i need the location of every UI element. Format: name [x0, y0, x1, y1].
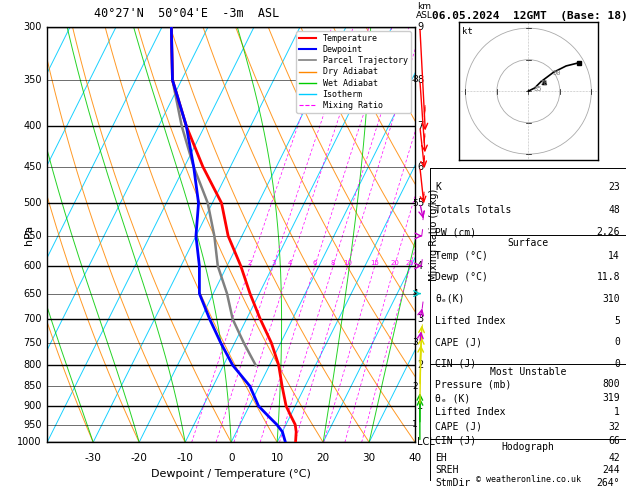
- Text: 4: 4: [417, 261, 423, 271]
- Text: SREH: SREH: [435, 466, 459, 475]
- Text: 450: 450: [23, 162, 42, 172]
- Text: 50: 50: [552, 70, 560, 76]
- Text: km
ASL: km ASL: [416, 2, 433, 20]
- Text: PW (cm): PW (cm): [435, 227, 477, 237]
- Text: 9: 9: [417, 22, 423, 32]
- Text: θₑ (K): θₑ (K): [435, 393, 470, 403]
- Text: -30: -30: [85, 452, 102, 463]
- Text: 48: 48: [608, 205, 620, 214]
- Text: Mixing Ratio (g/kg): Mixing Ratio (g/kg): [429, 189, 439, 280]
- Text: 10: 10: [270, 452, 284, 463]
- Text: 14: 14: [608, 251, 620, 261]
- Text: 400: 400: [23, 121, 42, 131]
- Text: 264°: 264°: [596, 478, 620, 486]
- Text: 300: 300: [23, 22, 42, 32]
- Text: 0: 0: [614, 337, 620, 347]
- Text: 600: 600: [23, 261, 42, 271]
- Text: 3: 3: [417, 314, 423, 324]
- Text: Dewp (°C): Dewp (°C): [435, 272, 488, 282]
- Text: 6: 6: [417, 162, 423, 172]
- Text: hPa: hPa: [24, 225, 34, 244]
- Text: Hodograph: Hodograph: [501, 442, 554, 452]
- Text: CIN (J): CIN (J): [435, 359, 477, 369]
- Text: 800: 800: [603, 379, 620, 389]
- Text: 1000: 1000: [17, 437, 42, 447]
- Text: 0: 0: [614, 359, 620, 369]
- Text: -20: -20: [131, 452, 148, 463]
- Text: 350: 350: [23, 75, 42, 85]
- Text: Pressure (mb): Pressure (mb): [435, 379, 512, 389]
- Text: 23: 23: [608, 182, 620, 192]
- Text: CIN (J): CIN (J): [435, 435, 477, 446]
- Text: 900: 900: [23, 401, 42, 411]
- Text: 750: 750: [23, 338, 42, 348]
- Text: 2: 2: [417, 360, 423, 370]
- Text: EH: EH: [435, 453, 447, 463]
- Text: 2: 2: [413, 382, 418, 391]
- Text: Dewpoint / Temperature (°C): Dewpoint / Temperature (°C): [151, 469, 311, 479]
- Text: 310: 310: [603, 294, 620, 304]
- Text: 650: 650: [23, 289, 42, 298]
- Text: © weatheronline.co.uk: © weatheronline.co.uk: [476, 474, 581, 484]
- Text: 244: 244: [603, 466, 620, 475]
- Text: 8: 8: [412, 75, 418, 85]
- Text: 800: 800: [23, 360, 42, 370]
- Text: LCL: LCL: [417, 437, 435, 447]
- Text: 40°27'N  50°04'E  -3m  ASL: 40°27'N 50°04'E -3m ASL: [94, 7, 280, 20]
- Legend: Temperature, Dewpoint, Parcel Trajectory, Dry Adiabat, Wet Adiabat, Isotherm, Mi: Temperature, Dewpoint, Parcel Trajectory…: [296, 31, 411, 113]
- Text: 5: 5: [614, 315, 620, 326]
- Text: K: K: [435, 182, 442, 192]
- Text: 2: 2: [248, 260, 252, 266]
- Text: 7: 7: [417, 121, 423, 131]
- Text: CAPE (J): CAPE (J): [435, 421, 482, 432]
- Text: 15: 15: [370, 260, 379, 266]
- Text: Lifted Index: Lifted Index: [435, 407, 506, 417]
- Text: 500: 500: [23, 198, 42, 208]
- Text: 8: 8: [331, 260, 335, 266]
- Text: 3: 3: [271, 260, 276, 266]
- Text: θₑ(K): θₑ(K): [435, 294, 465, 304]
- Text: StmDir: StmDir: [435, 478, 470, 486]
- Text: 850: 850: [23, 381, 42, 391]
- Text: Surface: Surface: [507, 238, 548, 248]
- Text: 40: 40: [409, 452, 421, 463]
- Text: 0: 0: [228, 452, 235, 463]
- Text: 10: 10: [343, 260, 352, 266]
- Text: Most Unstable: Most Unstable: [489, 367, 566, 377]
- Text: 66: 66: [608, 435, 620, 446]
- Text: Temp (°C): Temp (°C): [435, 251, 488, 261]
- Text: 550: 550: [23, 231, 42, 241]
- Text: 700: 700: [23, 314, 42, 324]
- Text: 6: 6: [313, 260, 317, 266]
- Text: 4: 4: [413, 289, 418, 298]
- Text: 4: 4: [288, 260, 292, 266]
- Text: 5: 5: [417, 198, 423, 208]
- Text: 20: 20: [390, 260, 399, 266]
- Text: 30: 30: [362, 452, 376, 463]
- Text: 42: 42: [608, 453, 620, 463]
- Text: 1: 1: [614, 407, 620, 417]
- Text: 06.05.2024  12GMT  (Base: 18): 06.05.2024 12GMT (Base: 18): [432, 11, 628, 21]
- Text: 1: 1: [412, 420, 418, 429]
- Text: kt: kt: [462, 27, 472, 36]
- Text: 11.8: 11.8: [596, 272, 620, 282]
- Text: 2.26: 2.26: [596, 227, 620, 237]
- Text: 70: 70: [540, 80, 548, 86]
- Text: Lifted Index: Lifted Index: [435, 315, 506, 326]
- Text: -10: -10: [177, 452, 194, 463]
- Text: 3: 3: [412, 338, 418, 347]
- Text: 950: 950: [23, 419, 42, 430]
- Text: Totals Totals: Totals Totals: [435, 205, 512, 214]
- Text: 319: 319: [603, 393, 620, 403]
- Text: 85: 85: [533, 86, 542, 92]
- Text: CAPE (J): CAPE (J): [435, 337, 482, 347]
- Text: 1: 1: [417, 401, 423, 411]
- Text: 25: 25: [406, 260, 415, 266]
- Text: 32: 32: [608, 421, 620, 432]
- Text: 20: 20: [316, 452, 330, 463]
- Text: 5: 5: [412, 199, 418, 208]
- Text: 8: 8: [417, 75, 423, 85]
